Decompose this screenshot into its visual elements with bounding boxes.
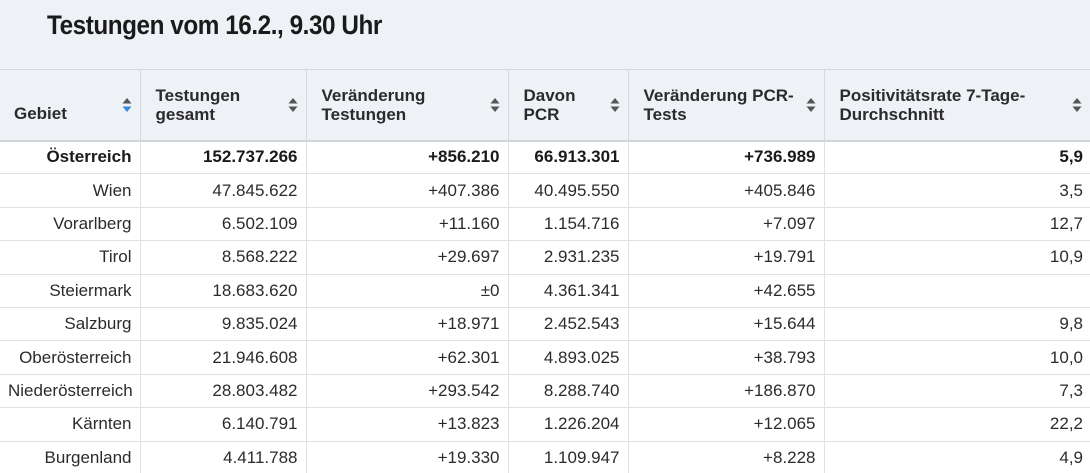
cell-positivitaetsrate <box>824 274 1090 308</box>
cell-testungen-gesamt: 18.683.620 <box>140 274 307 308</box>
column-header-label: Veränderung PCR- <box>643 85 794 105</box>
cell-davon-pcr: 4.361.341 <box>508 274 629 308</box>
cell-davon-pcr: 2.931.235 <box>508 240 629 275</box>
cell-veraenderung-testungen: +11.160 <box>306 207 509 242</box>
testing-table: Gebiet Testungen gesamt Veränderung Test… <box>0 69 1090 473</box>
column-header-label-line2: gesamt <box>155 104 216 124</box>
cell-positivitaetsrate: 22,2 <box>824 407 1090 442</box>
column-header-veraenderung-testungen[interactable]: Veränderung Testungen <box>306 69 509 142</box>
table-row: Wien 47.845.622 +407.386 40.495.550 +405.846… <box>0 173 1090 208</box>
sort-up-down-icon[interactable] <box>122 97 132 113</box>
cell-davon-pcr: 4.893.025 <box>508 340 629 375</box>
cell-veraenderung-pcr: +12.065 <box>628 407 825 442</box>
cell-testungen-gesamt: 152.737.266 <box>140 140 307 175</box>
table-body: Österreich 152.737.266 +856.210 66.913.301 +… <box>0 140 1090 473</box>
column-header-testungen-gesamt[interactable]: Testungen gesamt <box>140 69 307 142</box>
cell-davon-pcr: 40.495.550 <box>508 173 629 208</box>
table-row: Burgenland 4.411.788 +19.330 1.109.947 +8.22… <box>0 441 1090 473</box>
column-header-label: Veränderung <box>321 85 426 105</box>
cell-testungen-gesamt: 4.411.788 <box>140 441 307 473</box>
cell-gebiet: Tirol <box>0 240 141 275</box>
cell-testungen-gesamt: 47.845.622 <box>140 173 307 208</box>
cell-veraenderung-testungen: +18.971 <box>306 307 509 342</box>
cell-gebiet: Salzburg <box>0 307 141 342</box>
table-row: Tirol 8.568.222 +29.697 2.931.235 +19.791 10,… <box>0 240 1090 275</box>
column-header-label-line2: Durchschnitt <box>839 104 945 124</box>
cell-veraenderung-pcr: +736.989 <box>628 140 825 175</box>
cell-veraenderung-testungen: +856.210 <box>306 140 509 175</box>
cell-veraenderung-testungen: +29.697 <box>306 240 509 275</box>
cell-gebiet: Oberösterreich <box>0 340 141 375</box>
cell-veraenderung-pcr: +38.793 <box>628 340 825 375</box>
cell-positivitaetsrate: 9,8 <box>824 307 1090 342</box>
table-row: Oberösterreich 21.946.608 +62.301 4.893.025… <box>0 340 1090 375</box>
table-row: Salzburg 9.835.024 +18.971 2.452.543 +15.644… <box>0 307 1090 342</box>
table-row: Vorarlberg 6.502.109 +11.160 1.154.716 +7.09… <box>0 207 1090 242</box>
cell-veraenderung-testungen: +13.823 <box>306 407 509 442</box>
cell-davon-pcr: 8.288.740 <box>508 374 629 409</box>
sort-up-down-icon[interactable] <box>806 97 816 113</box>
cell-davon-pcr: 66.913.301 <box>508 140 629 175</box>
column-header-label-line2: PCR <box>523 104 560 124</box>
cell-gebiet: Österreich <box>0 140 141 175</box>
sort-up-down-icon[interactable] <box>288 97 298 113</box>
cell-veraenderung-pcr: +42.655 <box>628 274 825 308</box>
column-header-positivitaetsrate[interactable]: Positivitätsrate 7-Tage- Durchschnitt <box>824 69 1090 142</box>
cell-testungen-gesamt: 9.835.024 <box>140 307 307 342</box>
cell-veraenderung-pcr: +8.228 <box>628 441 825 473</box>
title-bar: Testungen vom 16.2., 9.30 Uhr <box>0 0 1090 69</box>
cell-gebiet: Wien <box>0 173 141 208</box>
header-row: Gebiet Testungen gesamt Veränderung Test… <box>0 69 1090 142</box>
cell-positivitaetsrate: 10,9 <box>824 240 1090 275</box>
cell-veraenderung-testungen: +62.301 <box>306 340 509 375</box>
table-row: Niederösterreich 28.803.482 +293.542 8.288.… <box>0 374 1090 409</box>
column-header-davon-pcr[interactable]: Davon PCR <box>508 69 629 142</box>
column-header-gebiet[interactable]: Gebiet <box>0 69 141 142</box>
cell-gebiet: Burgenland <box>0 441 141 473</box>
cell-veraenderung-testungen: +19.330 <box>306 441 509 473</box>
cell-davon-pcr: 2.452.543 <box>508 307 629 342</box>
cell-positivitaetsrate: 3,5 <box>824 173 1090 208</box>
cell-veraenderung-testungen: +293.542 <box>306 374 509 409</box>
cell-veraenderung-pcr: +7.097 <box>628 207 825 242</box>
cell-davon-pcr: 1.109.947 <box>508 441 629 473</box>
cell-gebiet: Niederösterreich <box>0 374 141 409</box>
cell-testungen-gesamt: 6.140.791 <box>140 407 307 442</box>
table-row: Kärnten 6.140.791 +13.823 1.226.204 +12.065 2… <box>0 407 1090 442</box>
cell-veraenderung-testungen: +407.386 <box>306 173 509 208</box>
page-title: Testungen vom 16.2., 9.30 Uhr <box>47 10 382 40</box>
cell-veraenderung-pcr: +15.644 <box>628 307 825 342</box>
cell-davon-pcr: 1.154.716 <box>508 207 629 242</box>
column-header-veraenderung-pcr[interactable]: Veränderung PCR- Tests <box>628 69 825 142</box>
table-header: Gebiet Testungen gesamt Veränderung Test… <box>0 69 1090 142</box>
table-row-total: Österreich 152.737.266 +856.210 66.913.301 +… <box>0 140 1090 175</box>
cell-positivitaetsrate: 5,9 <box>824 140 1090 175</box>
cell-veraenderung-testungen: ±0 <box>306 274 509 308</box>
cell-gebiet: Vorarlberg <box>0 207 141 242</box>
cell-testungen-gesamt: 28.803.482 <box>140 374 307 409</box>
cell-testungen-gesamt: 8.568.222 <box>140 240 307 275</box>
cell-positivitaetsrate: 4,9 <box>824 441 1090 473</box>
cell-positivitaetsrate: 7,3 <box>824 374 1090 409</box>
cell-positivitaetsrate: 12,7 <box>824 207 1090 242</box>
sort-up-down-icon[interactable] <box>1072 97 1082 113</box>
column-header-label: Gebiet <box>14 104 67 124</box>
column-header-label: Testungen <box>155 85 241 105</box>
cell-testungen-gesamt: 6.502.109 <box>140 207 307 242</box>
cell-gebiet: Kärnten <box>0 407 141 442</box>
table-row: Steiermark 18.683.620 ±0 4.361.341 +42.655 <box>0 274 1090 308</box>
column-header-label: Positivitätsrate 7-Tage- <box>839 85 1026 105</box>
column-header-label: Davon <box>523 85 576 105</box>
cell-veraenderung-pcr: +19.791 <box>628 240 825 275</box>
cell-positivitaetsrate: 10,0 <box>824 340 1090 375</box>
cell-veraenderung-pcr: +186.870 <box>628 374 825 409</box>
cell-veraenderung-pcr: +405.846 <box>628 173 825 208</box>
sort-up-down-icon[interactable] <box>490 97 500 113</box>
column-header-label-line2: Testungen <box>321 104 407 124</box>
cell-gebiet: Steiermark <box>0 274 141 308</box>
sort-up-down-icon[interactable] <box>610 97 620 113</box>
column-header-label-line2: Tests <box>643 104 687 124</box>
cell-testungen-gesamt: 21.946.608 <box>140 340 307 375</box>
cell-davon-pcr: 1.226.204 <box>508 407 629 442</box>
